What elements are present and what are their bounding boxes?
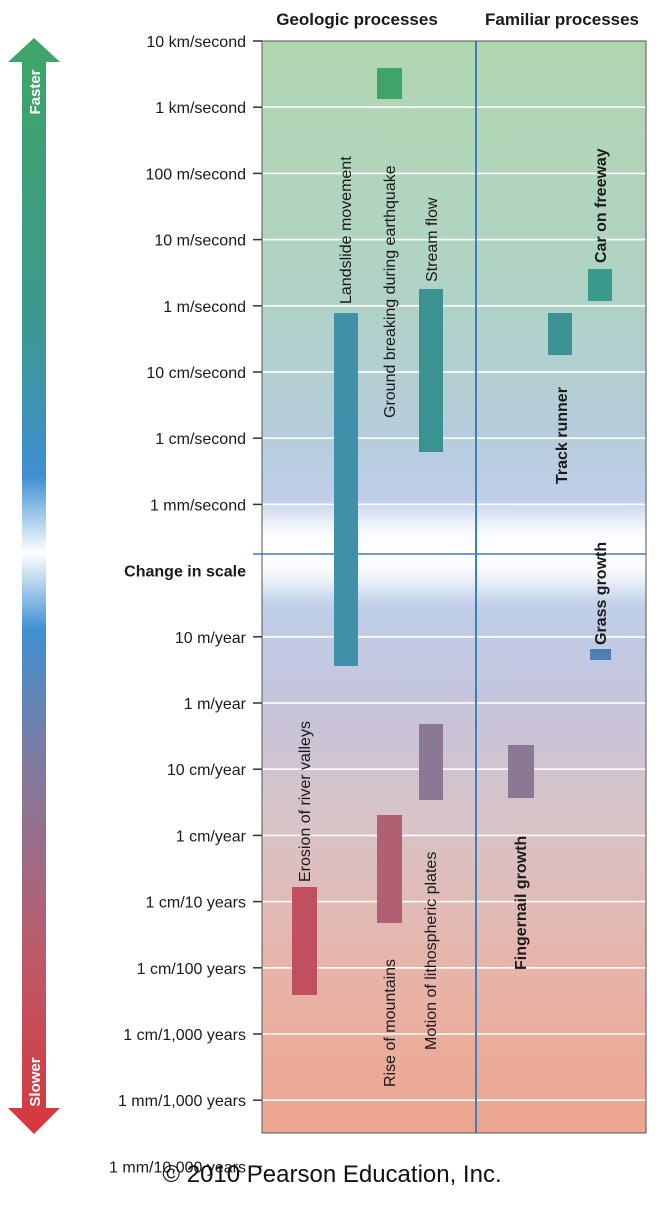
familiar-header: Familiar processes <box>485 10 639 29</box>
rate-label-1-cm-year: 1 cm/year <box>176 828 247 845</box>
rate-label-10-cm-year: 10 cm/year <box>167 762 247 779</box>
rate-label-100-m-second: 100 m/second <box>145 166 246 183</box>
rate-label-1-cm-1-000-years: 1 cm/1,000 years <box>123 1027 246 1044</box>
bar-motion-lithospheric-plates <box>419 724 443 800</box>
rate-label-change-in-scale: Change in scale <box>124 564 246 581</box>
label-grass-growth: Grass growth <box>593 542 610 645</box>
speed-arrow-shape <box>8 38 60 1134</box>
copyright-notice: © 2010 Pearson Education, Inc. <box>162 1161 501 1188</box>
rate-label-10-m-year: 10 m/year <box>175 630 247 647</box>
gridlines <box>262 106 646 1101</box>
bar-landslide-movement <box>334 313 358 666</box>
rate-label-10-m-second: 10 m/second <box>154 233 246 250</box>
bar-fingernail-growth <box>508 745 534 798</box>
label-car-on-freeway: Car on freeway <box>593 148 610 263</box>
rate-label-10-km-second: 10 km/second <box>146 34 246 51</box>
rate-label-1-km-second: 1 km/second <box>155 100 246 117</box>
rate-label-1-mm-10-000-years: 1 mm/10,000 years <box>109 1159 246 1176</box>
label-fingernail-growth: Fingernail growth <box>513 836 530 970</box>
rate-label-1-m-second: 1 m/second <box>163 299 246 316</box>
rate-axis: 10 km/second 1 km/second 100 m/second 10 m/… <box>109 34 262 1176</box>
rate-label-1-m-year: 1 m/year <box>184 696 247 713</box>
bar-grass-growth <box>590 649 611 660</box>
geologic-header: Geologic processes <box>276 10 438 29</box>
speed-arrow: Faster Slower <box>8 38 60 1134</box>
faster-label: Faster <box>27 69 44 114</box>
label-landslide-movement: Landslide movement <box>338 156 355 304</box>
bar-stream-flow <box>419 289 443 452</box>
label-rise-of-mountains: Rise of mountains <box>382 959 399 1087</box>
panel-border <box>261 40 647 1134</box>
rate-label-1-mm-second: 1 mm/second <box>150 497 246 514</box>
bar-erosion-river-valleys <box>292 887 317 995</box>
bar-ground-breaking-earthquake <box>377 68 402 99</box>
bar-rise-of-mountains <box>377 815 402 923</box>
process-bars <box>292 68 612 995</box>
rate-label-1-cm-second: 1 cm/second <box>155 431 246 448</box>
slower-label: Slower <box>27 1057 44 1106</box>
chart-panel <box>253 40 647 1134</box>
label-track-runner: Track runner <box>554 387 571 484</box>
rate-label-10-cm-second: 10 cm/second <box>146 365 246 382</box>
rate-label-1-mm-1-000-years: 1 mm/1,000 years <box>118 1093 246 1110</box>
rate-label-1-cm-10-years: 1 cm/10 years <box>146 895 246 912</box>
process-labels: Landslide movement Ground breaking durin… <box>297 148 610 1087</box>
label-stream-flow: Stream flow <box>424 197 441 282</box>
label-erosion-river-valleys: Erosion of river valleys <box>297 721 314 882</box>
label-ground-breaking-earthquake: Ground breaking during earthquake <box>382 165 399 418</box>
bar-car-on-freeway <box>588 269 612 301</box>
label-motion-lithospheric-plates: Motion of lithospheric plates <box>423 852 440 1050</box>
rate-label-1-cm-100-years: 1 cm/100 years <box>137 961 246 978</box>
bar-track-runner <box>548 313 572 355</box>
